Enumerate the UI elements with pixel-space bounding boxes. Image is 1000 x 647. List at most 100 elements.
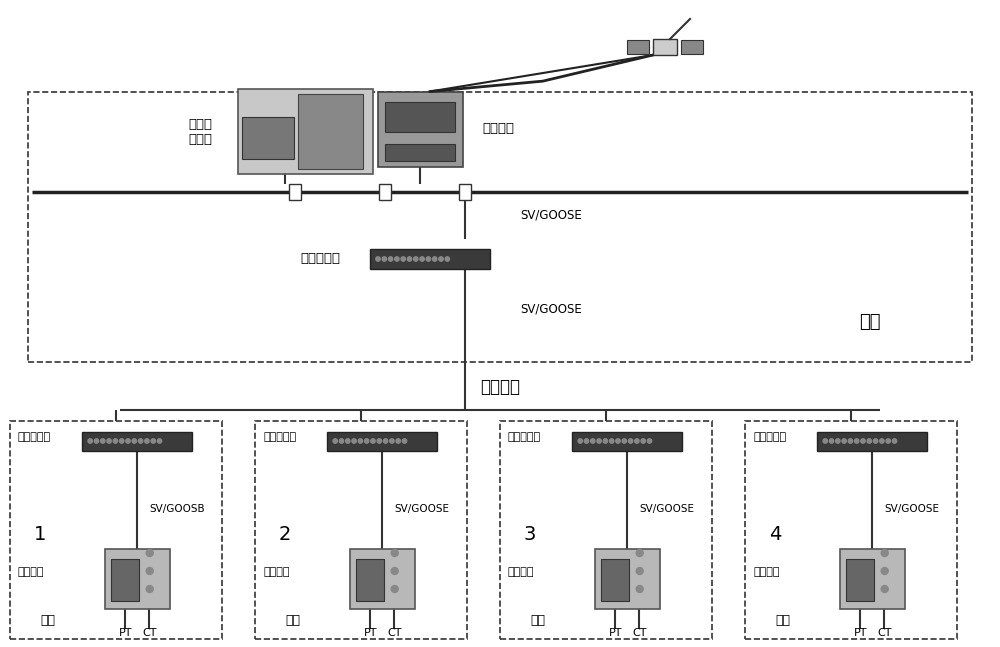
Circle shape [390,439,394,443]
Bar [459,184,471,200]
Circle shape [636,549,643,556]
Text: 环网交换机: 环网交换机 [753,432,786,442]
Text: CT: CT [632,628,646,638]
Circle shape [396,439,400,443]
Circle shape [146,567,153,575]
Text: 3: 3 [524,525,536,543]
Bar [572,432,682,450]
Circle shape [391,567,398,575]
Circle shape [616,439,620,443]
Circle shape [445,257,450,261]
Bar [595,549,660,609]
Circle shape [848,439,853,443]
Bar [356,559,384,601]
Circle shape [113,439,118,443]
Circle shape [829,439,834,443]
Circle shape [591,439,595,443]
Circle shape [854,439,859,443]
Circle shape [333,439,337,443]
Circle shape [886,439,890,443]
Circle shape [881,586,888,593]
Circle shape [426,257,431,261]
Circle shape [873,439,878,443]
Bar [817,432,927,450]
Circle shape [414,257,418,261]
Circle shape [610,439,614,443]
Text: SV/GOOSB: SV/GOOSB [149,504,205,514]
Circle shape [126,439,130,443]
Circle shape [383,439,388,443]
Circle shape [636,586,643,593]
Circle shape [145,439,149,443]
Circle shape [120,439,124,443]
Text: 环网交换机: 环网交换机 [300,252,340,265]
Bar [846,559,874,601]
Bar [378,91,462,166]
Circle shape [584,439,589,443]
Circle shape [647,439,652,443]
Circle shape [881,549,888,556]
Circle shape [94,439,99,443]
Circle shape [352,439,356,443]
Bar [298,94,363,170]
Bar [384,144,455,160]
Circle shape [157,439,162,443]
Bar [255,421,467,639]
Text: SV/GOOSE: SV/GOOSE [884,504,939,514]
Circle shape [365,439,369,443]
Circle shape [401,257,405,261]
Bar [627,40,649,54]
Circle shape [382,257,386,261]
Text: 室外: 室外 [40,615,55,628]
Circle shape [391,586,398,593]
Circle shape [377,439,382,443]
Bar [500,421,712,639]
Bar [111,559,139,601]
Text: 采集单元: 采集单元 [753,567,780,577]
Text: 4: 4 [769,525,781,543]
Text: 集中控
制单元: 集中控 制单元 [188,118,212,146]
Circle shape [402,439,407,443]
Circle shape [138,439,143,443]
Circle shape [132,439,136,443]
Circle shape [376,257,380,261]
Circle shape [339,439,344,443]
Text: SV/GOOSE: SV/GOOSE [520,303,582,316]
Bar [105,549,170,609]
Bar [82,432,192,450]
Bar [10,421,222,639]
Bar [238,89,372,175]
Circle shape [88,439,92,443]
Circle shape [641,439,645,443]
Text: 环网交换机: 环网交换机 [263,432,296,442]
Circle shape [578,439,582,443]
Text: 室内: 室内 [859,313,881,331]
Circle shape [635,439,639,443]
Text: 对时装置: 对时装置 [482,122,514,135]
Circle shape [346,439,350,443]
Text: 采集单元: 采集单元 [508,567,534,577]
Circle shape [628,439,633,443]
Text: 1: 1 [34,525,46,543]
Text: 室外: 室外 [530,615,545,628]
Text: 2: 2 [279,525,291,543]
Bar [28,92,972,362]
Text: CT: CT [877,628,891,638]
Text: PT: PT [118,628,132,638]
Circle shape [371,439,375,443]
Circle shape [358,439,363,443]
Circle shape [603,439,608,443]
Text: SV/GOOSE: SV/GOOSE [639,504,694,514]
Circle shape [836,439,840,443]
Text: 单模光纤: 单模光纤 [480,378,520,396]
Text: 采集单元: 采集单元 [263,567,290,577]
Circle shape [107,439,111,443]
Circle shape [636,567,643,575]
Circle shape [146,586,153,593]
Bar [601,559,629,601]
Text: 环网交换机: 环网交换机 [508,432,541,442]
Bar [840,549,905,609]
Circle shape [439,257,443,261]
Circle shape [391,549,398,556]
Circle shape [892,439,897,443]
